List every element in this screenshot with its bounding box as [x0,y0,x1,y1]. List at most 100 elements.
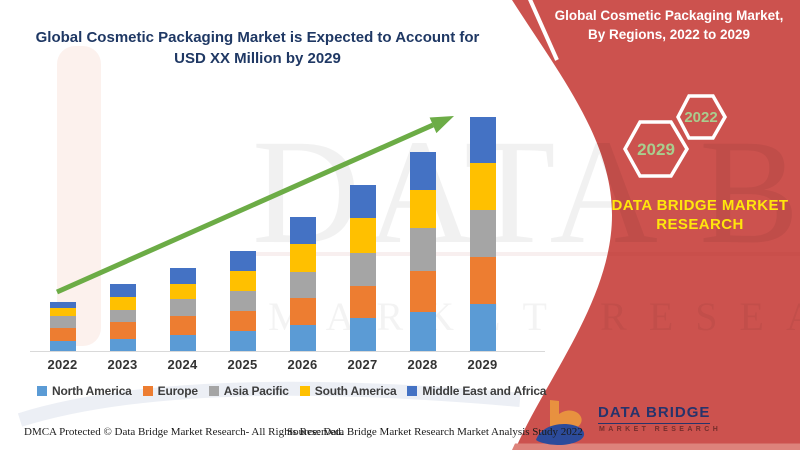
bar-segment [349,185,376,218]
legend-swatch [299,386,310,396]
bar-segment [229,331,256,351]
stacked-bar-2022 [49,302,76,351]
brand-name-line1: DATA BRIDGE MARKET [611,197,789,214]
dbmr-logo-mark [536,400,585,445]
brand-name-line2: RESEARCH [656,216,744,233]
legend-label: Middle East and Africa [422,384,547,398]
bar-segment [469,210,496,257]
legend-item: Middle East and Africa [407,384,546,398]
x-axis-labels: 2022 2023 2024 2025 2026 2027 2028 2029 [35,357,547,373]
banner-title: Global Cosmetic Packaging Market, By Reg… [540,6,798,44]
legend-item: Europe [142,384,198,398]
legend-label: Asia Pacific [223,384,289,398]
legend-label: North America [52,384,132,398]
red-shape-slit [528,0,559,61]
logo-mark-blue [536,424,585,445]
bar-segment [169,299,196,316]
bar-segment [169,316,196,335]
bar-segment [109,322,136,339]
trend-arrow-head [429,116,454,134]
legend-label: Europe [157,384,198,398]
hexagon-2029-label: 2029 [637,140,675,159]
stacked-bar-2025 [229,251,256,351]
bar-segment [469,163,496,210]
legend-swatch [208,386,219,396]
bar-segment [349,286,376,318]
bar-segment [349,218,376,253]
bar-segment [469,117,496,163]
bar-segment [169,284,196,299]
x-axis-label: 2025 [227,357,258,372]
bar-segment [469,304,496,351]
bars-layer [35,111,547,351]
legend-item: Asia Pacific [208,384,289,398]
legend-swatch [142,386,153,396]
bar-segment [49,316,76,328]
x-axis-label: 2028 [407,357,438,372]
page-title-line1: Global Cosmetic Packaging Market is Expe… [35,29,480,46]
legend-item: South America [299,384,397,398]
x-axis-line [30,351,545,352]
stacked-bar-2026 [289,217,316,351]
red-corner-shape [512,0,800,450]
bar-segment [409,271,436,312]
bar-segment [349,253,376,286]
bar-segment [229,271,256,291]
banner-bottom-strip [512,443,800,450]
page-title: Global Cosmetic Packaging Market is Expe… [30,27,485,69]
x-axis-label: 2027 [347,357,378,372]
bar-segment [289,244,316,272]
bar-segment [229,251,256,271]
trend-arrow-line [55,122,435,295]
bar-segment [169,268,196,284]
bar-segment [289,217,316,244]
bar-segment [49,308,76,316]
bar-segment [289,272,316,298]
bar-segment [409,190,436,228]
bar-segment [469,257,496,304]
watermark-swoosh [17,381,521,427]
bar-segment [109,310,136,322]
watermark-underline [256,252,800,256]
bar-segment [349,318,376,351]
bar-segment [49,302,76,308]
source-note: Source: Data Bridge Market Research Mark… [287,426,583,438]
dmca-notice: DMCA Protected © Data Bridge Market Rese… [24,426,344,438]
hexagon-2022-label: 2022 [684,109,717,126]
page-title-line2: USD XX Million by 2029 [174,50,341,67]
logo-subtitle: MARKET RESEARCH [599,426,722,433]
bar-segment [409,228,436,271]
bar-segment [109,284,136,297]
bar-segment [289,325,316,351]
bar-segment [229,311,256,331]
stacked-bar-2024 [169,268,196,351]
stacked-bar-2027 [349,185,376,351]
x-axis-label: 2023 [107,357,138,372]
legend-swatch [407,386,418,396]
stacked-bar-2028 [409,152,436,351]
hexagon-2022 [676,94,728,140]
stacked-bar-2023 [109,284,136,351]
bar-segment [409,312,436,351]
bar-segment [49,328,76,341]
watermark-logo-blob [57,46,101,346]
banner-title-line1: Global Cosmetic Packaging Market, [554,8,784,23]
legend-label: South America [314,384,397,398]
bar-segment [109,297,136,310]
stacked-bar-2029 [469,117,496,351]
x-axis-label: 2029 [467,357,498,372]
hexagon-2029 [622,120,690,178]
bar-segment [289,298,316,325]
bar-segment [229,291,256,311]
logo-title: DATA BRIDGE [598,404,711,424]
bar-segment [409,152,436,190]
banner-title-line2: By Regions, 2022 to 2029 [587,27,751,42]
bar-segment [169,335,196,351]
legend-item: North America [37,384,132,398]
bar-segment [49,341,76,351]
brand-name: DATA BRIDGE MARKET RESEARCH [595,196,800,234]
x-axis-label: 2022 [47,357,78,372]
bar-segment [109,339,136,351]
legend: North America Europe Asia Pacific South Ame… [37,384,549,398]
